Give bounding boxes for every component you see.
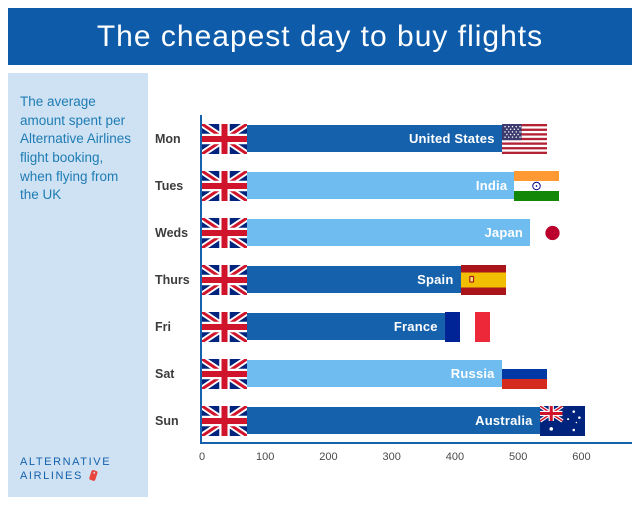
logo-line-2: AIRLINES: [20, 469, 83, 482]
country-label: United States: [408, 131, 495, 146]
country-label: Japan: [484, 225, 524, 240]
country-label: Australia: [475, 413, 533, 428]
country-label: France: [393, 319, 438, 334]
country-label: Russia: [450, 366, 495, 381]
russia-flag-icon: [501, 358, 547, 389]
x-tick-200: 200: [319, 451, 338, 463]
logo-line-2-row: AIRLINES: [20, 468, 138, 483]
uk-flag-icon: [202, 264, 247, 295]
france-flag-icon: [444, 311, 490, 342]
day-label-thurs: Thurs: [155, 272, 190, 287]
day-labels: Mon Tues Weds Thurs Fri Sat Sun: [148, 115, 200, 497]
uk-flag-icon: [202, 358, 247, 389]
x-tick-100: 100: [256, 451, 275, 463]
chart-row-sat: Russia: [202, 350, 632, 397]
bar-spain: Spain: [202, 264, 506, 295]
chart-row-weds: Japan: [202, 209, 632, 256]
x-tick-300: 300: [382, 451, 401, 463]
page-title: The cheapest day to buy flights: [96, 19, 544, 53]
chart-row-fri: France: [202, 303, 632, 350]
luggage-tag-icon: [86, 468, 100, 483]
uk-flag-icon: [202, 405, 247, 436]
bar-russia: Russia: [202, 358, 547, 389]
uk-flag-icon: [202, 217, 247, 248]
country-label: India: [475, 178, 508, 193]
plot-area: United States India Japan Spain France Russia…: [199, 115, 632, 463]
x-axis: 0 100 200 300 400 500 600: [198, 442, 632, 464]
x-tick-600: 600: [572, 451, 591, 463]
us-flag-icon: [501, 123, 547, 154]
day-label-weds: Weds: [155, 225, 189, 240]
bar-chart: Mon Tues Weds Thurs Fri Sat Sun United States I…: [148, 73, 632, 497]
uk-flag-icon: [202, 311, 247, 342]
sidebar: The average amount spent per Alternative…: [8, 73, 148, 497]
bar-india: India: [202, 170, 560, 201]
uk-flag-icon: [202, 123, 247, 154]
uk-flag-icon: [202, 170, 247, 201]
bar-australia: Australia: [202, 405, 585, 436]
chart-description: The average amount spent per Alternative…: [20, 94, 132, 203]
spain-flag-icon: [460, 264, 506, 295]
day-label-fri: Fri: [155, 319, 171, 334]
bar-japan: Japan: [202, 217, 576, 248]
day-label-tues: Tues: [155, 178, 184, 193]
logo-line-1: ALTERNATIVE: [20, 456, 112, 468]
bar-france: France: [202, 311, 490, 342]
x-tick-400: 400: [445, 451, 465, 463]
chart-row-tues: India: [202, 162, 632, 209]
japan-flag-icon: [530, 217, 576, 248]
brand-logo: ALTERNATIVE AIRLINES: [20, 456, 138, 483]
chart-row-sun: Australia: [202, 397, 632, 444]
india-flag-icon: [514, 170, 560, 201]
country-label: Spain: [417, 272, 454, 287]
chart-row-thurs: Spain: [202, 256, 632, 303]
chart-row-mon: United States: [202, 115, 632, 162]
day-label-mon: Mon: [155, 131, 181, 146]
day-label-sat: Sat: [155, 366, 175, 381]
content: The average amount spent per Alternative…: [8, 73, 632, 497]
bar-united-states: United States: [202, 123, 547, 154]
header: The cheapest day to buy flights: [8, 8, 632, 65]
x-tick-500: 500: [508, 451, 528, 463]
australia-flag-icon: [539, 405, 585, 436]
plot: Mon Tues Weds Thurs Fri Sat Sun United States I…: [148, 115, 632, 497]
chart-rows: United States India Japan Spain France Russia…: [202, 115, 632, 444]
x-tick-0: 0: [198, 451, 206, 463]
day-label-sun: Sun: [155, 413, 179, 428]
